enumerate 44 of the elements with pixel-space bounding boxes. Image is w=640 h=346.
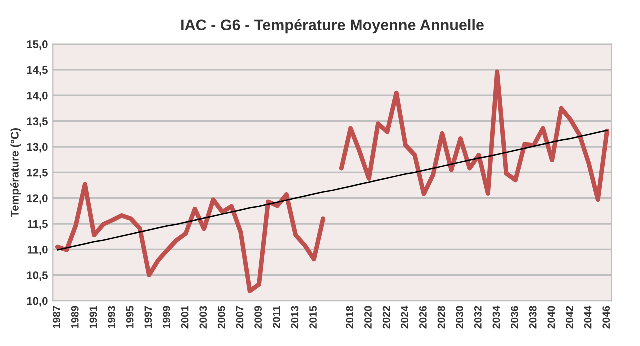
y-tick-label: 10,0 bbox=[27, 297, 48, 307]
x-tick-label: 2018 bbox=[346, 306, 354, 329]
x-tick-label: 2013 bbox=[291, 306, 299, 329]
x-tick-label: 2044 bbox=[584, 306, 592, 329]
x-tick-label: 2022 bbox=[382, 306, 390, 329]
y-tick-label: 14,0 bbox=[27, 92, 48, 102]
x-tick-label: 2046 bbox=[602, 306, 610, 329]
x-tick-label: 2034 bbox=[492, 306, 500, 329]
y-axis-title: Température (°C) bbox=[10, 128, 22, 218]
x-tick-label: 1993 bbox=[108, 306, 116, 328]
x-tick-label: 2009 bbox=[254, 306, 262, 329]
x-tick-label: 2040 bbox=[548, 306, 556, 329]
line-series bbox=[57, 130, 608, 251]
x-tick-label: 2036 bbox=[511, 306, 518, 329]
x-tick-label: 2028 bbox=[438, 306, 446, 329]
x-tick-label: 2020 bbox=[364, 306, 372, 329]
x-tick-label: 1999 bbox=[163, 306, 170, 328]
x-tick-label: 2001 bbox=[181, 306, 189, 329]
x-tick-label: 1997 bbox=[144, 306, 152, 328]
x-tick-label: 1995 bbox=[126, 306, 134, 328]
y-tick-label: 11,0 bbox=[28, 246, 48, 256]
y-tick-label: 12,5 bbox=[27, 168, 48, 178]
y-tick-label: 10,5 bbox=[27, 272, 48, 282]
chart-title: IAC - G6 - Température Moyenne Annuelle bbox=[182, 19, 484, 34]
x-tick-label: 1987 bbox=[53, 306, 60, 328]
x-tick-label: 1991 bbox=[90, 306, 98, 328]
x-tick-label: 2011 bbox=[272, 306, 280, 328]
x-tick-label: 2024 bbox=[401, 306, 409, 329]
x-tick-label: 2015 bbox=[310, 306, 317, 329]
y-tick-label: 13,0 bbox=[27, 143, 48, 153]
x-tick-label: 2003 bbox=[200, 306, 208, 329]
y-tick-label: 14,5 bbox=[27, 66, 48, 76]
x-tick-label: 2005 bbox=[218, 306, 226, 329]
x-tick-label: 2030 bbox=[456, 306, 464, 329]
x-tick-label: 2032 bbox=[474, 306, 482, 329]
x-tick-label: 2007 bbox=[236, 306, 244, 329]
y-tick-label: 13,5 bbox=[27, 118, 48, 128]
y-tick-label: 11,5 bbox=[28, 220, 48, 230]
x-tick-label: 2038 bbox=[529, 306, 537, 329]
y-tick-label: 15,0 bbox=[27, 40, 48, 50]
x-tick-label: 1989 bbox=[71, 306, 79, 328]
x-tick-label: 2026 bbox=[419, 306, 427, 329]
x-tick-label: 2042 bbox=[566, 306, 574, 329]
y-tick-label: 12,0 bbox=[27, 194, 48, 204]
